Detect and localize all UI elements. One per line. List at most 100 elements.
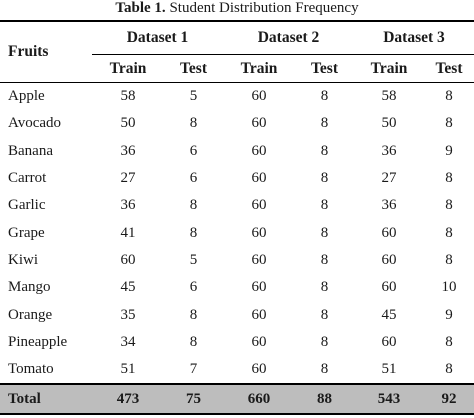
fruit-name: Pineapple xyxy=(8,333,68,350)
d3-train-cell: 36 xyxy=(381,197,397,214)
d2-train-cell: 60 xyxy=(251,279,267,296)
d3-train-cell: 50 xyxy=(381,115,397,132)
table-row: Garlic 36 8 60 8 36 8 xyxy=(0,192,474,219)
table-row: Apple 58 5 60 8 58 8 xyxy=(0,83,474,111)
fruit-name: Carrot xyxy=(8,170,47,187)
d3-test-cell: 8 xyxy=(445,333,453,350)
fruit-name: Kiwi xyxy=(8,251,38,268)
d1-train-total: 473 xyxy=(92,383,164,416)
table-row: Kiwi 60 5 60 8 60 8 xyxy=(0,247,474,274)
d2-train-cell: 60 xyxy=(251,251,267,268)
d2-test-cell: 8 xyxy=(320,306,329,323)
d1-train-cell: 58 xyxy=(120,88,136,105)
d1-train-cell: 34 xyxy=(120,333,136,350)
d1-train-cell: 60 xyxy=(120,251,136,268)
table-row: Banana 36 6 60 8 36 9 xyxy=(0,138,474,165)
d3-train-cell: 51 xyxy=(381,361,397,378)
fruit-name: Tomato xyxy=(8,361,54,378)
d1-test-cell: 6 xyxy=(189,279,198,296)
d1-train-cell: 50 xyxy=(120,115,136,132)
d3-train-cell: 60 xyxy=(381,333,397,350)
table-row: Avocado 50 8 60 8 50 8 xyxy=(0,110,474,137)
fruit-name: Banana xyxy=(8,142,53,159)
d1-train-cell: 36 xyxy=(120,142,136,159)
d3-train-cell: 60 xyxy=(381,251,397,268)
d2-train-cell: 60 xyxy=(251,88,267,105)
fruit-name: Garlic xyxy=(8,197,46,214)
d2-test-cell: 8 xyxy=(320,224,329,241)
d3-train-cell: 58 xyxy=(381,88,397,105)
d2-train-total: 660 xyxy=(223,383,295,416)
dataset-1-header: Dataset 1 xyxy=(92,20,223,55)
d3-train-header: Train xyxy=(354,54,424,83)
table-body: Apple 58 5 60 8 58 8 Avocado 50 8 60 8 5… xyxy=(0,83,474,416)
fruit-name: Avocado xyxy=(8,115,62,132)
d3-test-cell: 8 xyxy=(445,251,453,268)
d2-test-cell: 8 xyxy=(320,279,329,296)
d3-train-cell: 27 xyxy=(381,170,397,187)
d2-test-cell: 8 xyxy=(320,361,329,378)
d1-test-cell: 8 xyxy=(189,333,198,350)
d1-test-cell: 5 xyxy=(189,251,198,268)
d2-train-cell: 60 xyxy=(251,333,267,350)
d2-test-cell: 8 xyxy=(320,197,329,214)
d3-test-cell: 8 xyxy=(445,361,453,378)
d1-test-cell: 8 xyxy=(189,224,198,241)
d2-test-cell: 8 xyxy=(320,115,329,132)
fruit-name: Apple xyxy=(8,88,45,105)
dataset-3-header: Dataset 3 xyxy=(354,20,474,55)
d2-test-cell: 8 xyxy=(320,170,329,187)
d2-test-total: 88 xyxy=(295,383,354,416)
d3-train-cell: 60 xyxy=(381,224,397,241)
d3-test-cell: 8 xyxy=(445,197,453,214)
d2-train-cell: 60 xyxy=(251,197,267,214)
d1-test-cell: 8 xyxy=(189,306,198,323)
total-label: Total xyxy=(0,383,92,416)
header-row-splits: Train Test Train Test Train Test xyxy=(0,54,474,83)
d3-train-cell: 36 xyxy=(381,142,397,159)
d2-train-header: Train xyxy=(223,54,295,83)
d1-train-cell: 45 xyxy=(120,279,136,296)
d1-train-cell: 41 xyxy=(120,224,136,241)
d3-test-cell: 10 xyxy=(441,279,457,296)
d3-test-header: Test xyxy=(424,54,474,83)
d2-train-cell: 60 xyxy=(251,142,267,159)
d3-train-total: 543 xyxy=(354,383,424,416)
d3-test-cell: 8 xyxy=(445,224,453,241)
d3-test-cell: 8 xyxy=(445,88,453,105)
total-row: Total 473 75 660 88 543 92 xyxy=(0,383,474,416)
fruit-name: Mango xyxy=(8,279,51,296)
d2-train-cell: 60 xyxy=(251,361,267,378)
d1-test-cell: 5 xyxy=(189,88,198,105)
d1-train-cell: 27 xyxy=(120,170,136,187)
distribution-table: Fruits Dataset 1 Dataset 2 Dataset 3 Tra… xyxy=(0,20,474,416)
d3-train-cell: 60 xyxy=(381,279,397,296)
d2-train-cell: 60 xyxy=(251,115,267,132)
d3-train-cell: 45 xyxy=(381,306,397,323)
d1-train-cell: 51 xyxy=(120,361,136,378)
d3-test-cell: 9 xyxy=(445,306,453,323)
d2-test-cell: 8 xyxy=(320,333,329,350)
table-row: Carrot 27 6 60 8 27 8 xyxy=(0,165,474,192)
fruits-column-header: Fruits xyxy=(0,20,92,83)
fruit-name: Grape xyxy=(8,224,45,241)
d1-test-total: 75 xyxy=(164,383,223,416)
d1-train-header: Train xyxy=(92,54,164,83)
d1-test-cell: 8 xyxy=(189,115,198,132)
table-header: Fruits Dataset 1 Dataset 2 Dataset 3 Tra… xyxy=(0,20,474,83)
dataset-2-header: Dataset 2 xyxy=(223,20,354,55)
d2-train-cell: 60 xyxy=(251,170,267,187)
d1-test-cell: 6 xyxy=(189,142,198,159)
d2-test-cell: 8 xyxy=(320,251,329,268)
table-row: Tomato 51 7 60 8 51 8 xyxy=(0,356,474,384)
table-row: Mango 45 6 60 8 60 10 xyxy=(0,274,474,301)
d1-test-header: Test xyxy=(164,54,223,83)
d2-test-cell: 8 xyxy=(320,88,329,105)
d2-train-cell: 60 xyxy=(251,224,267,241)
fruit-name: Orange xyxy=(8,306,53,323)
d3-test-cell: 9 xyxy=(445,142,453,159)
table-row: Orange 35 8 60 8 45 9 xyxy=(0,301,474,328)
header-row-groups: Fruits Dataset 1 Dataset 2 Dataset 3 xyxy=(0,20,474,83)
d1-test-cell: 8 xyxy=(189,197,198,214)
d2-test-header: Test xyxy=(295,54,354,83)
